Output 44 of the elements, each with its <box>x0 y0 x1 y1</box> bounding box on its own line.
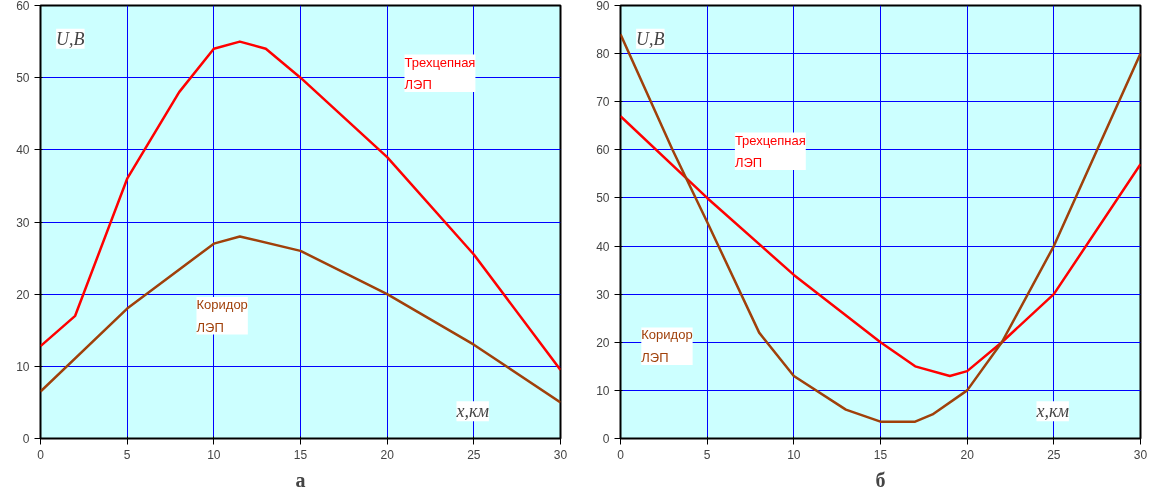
line-series <box>620 33 1141 423</box>
y-tick-label: 30 <box>596 287 610 302</box>
y-tick-label: 40 <box>596 239 610 254</box>
y-tick-label: 40 <box>16 143 30 158</box>
x-tick-label: 5 <box>703 447 711 462</box>
x-tick-label: 30 <box>1133 447 1148 462</box>
y-tick-label: 90 <box>596 0 610 13</box>
x-tick-label: 25 <box>1047 447 1061 462</box>
text: Трехцепная ЛЭП <box>404 54 476 93</box>
line-series <box>620 114 1141 378</box>
x-tick-label: 10 <box>787 447 801 462</box>
y-tick-label: 0 <box>22 432 30 446</box>
line-series <box>40 235 561 404</box>
y-tick-label: 0 <box>602 432 610 446</box>
x-tick-label: 20 <box>380 447 395 462</box>
y-tick-label: 60 <box>596 143 610 158</box>
y-tick-label: 30 <box>16 215 30 230</box>
y-tick-label: 60 <box>16 0 30 13</box>
y-tick-label: 50 <box>596 191 610 206</box>
x-tick-label: 0 <box>37 447 45 462</box>
x-axis-title: x,км <box>455 401 490 422</box>
x-tick-label: 10 <box>207 447 221 462</box>
x-tick-label: 30 <box>553 447 568 462</box>
y-tick-label: 10 <box>16 359 30 374</box>
text: Трехцепная ЛЭП <box>734 132 806 171</box>
text: Коридор ЛЭП <box>196 297 248 335</box>
x-tick-label: 20 <box>960 447 975 462</box>
x-tick-label: 25 <box>467 447 481 462</box>
y-tick-label: 80 <box>596 47 610 62</box>
text: а <box>295 468 306 491</box>
x-tick-label: 0 <box>617 447 625 462</box>
y-tick-label: 20 <box>596 335 610 350</box>
text: б <box>875 468 886 491</box>
y-axis-title: U,В <box>636 28 665 49</box>
y-axis-title: U,В <box>56 28 85 49</box>
x-tick-label: 15 <box>293 447 308 462</box>
x-tick-label: 5 <box>123 447 131 462</box>
x-tick-label: 15 <box>873 447 888 462</box>
y-tick-label: 20 <box>16 287 30 302</box>
y-tick-label: 50 <box>16 71 30 86</box>
y-tick-label: 10 <box>596 383 610 398</box>
y-tick-label: 70 <box>596 95 610 110</box>
x-axis-title: x,км <box>1035 401 1070 422</box>
text: Коридор ЛЭП <box>641 327 693 365</box>
